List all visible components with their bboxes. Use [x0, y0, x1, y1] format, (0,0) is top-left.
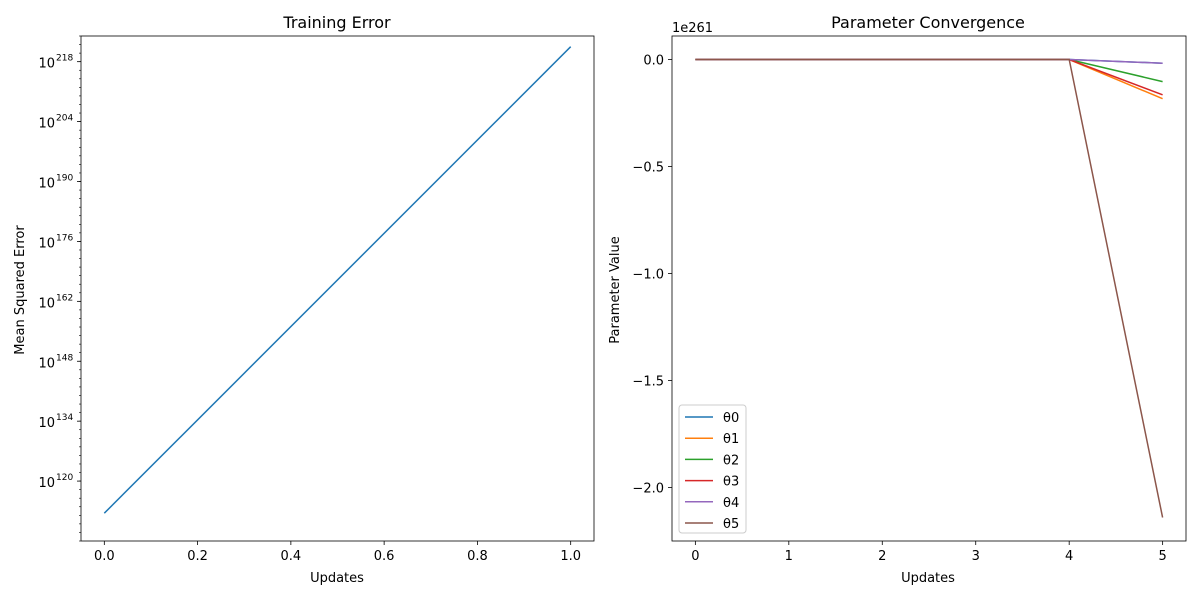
- y-tick-label: 0.0: [643, 54, 664, 69]
- legend-label: θ4: [723, 496, 739, 511]
- chart-title: Training Error: [282, 13, 391, 32]
- legend: θ0 θ1 θ2 θ3 θ4 θ5: [678, 404, 747, 534]
- x-tick-label: 0.4: [281, 549, 302, 564]
- y-tick-exponent: 162: [56, 293, 73, 303]
- x-tick-label: 2: [878, 549, 886, 564]
- y-tick-label: −2.0: [632, 482, 664, 497]
- y-tick-exponent: 120: [56, 473, 73, 483]
- y-tick-exponent: 148: [56, 353, 73, 363]
- y-tick-exponent: 190: [56, 174, 73, 184]
- y-tick-label: 10: [38, 236, 55, 251]
- x-tick-label: 0.8: [467, 549, 488, 564]
- y-tick-exponent: 204: [56, 114, 73, 124]
- series-line: [103, 46, 572, 514]
- legend-label: θ5: [723, 517, 739, 532]
- plot-frame: [671, 35, 1187, 542]
- x-tick-label: 5: [1158, 549, 1166, 564]
- x-axis-label: Updates: [310, 571, 364, 586]
- training-error-chart: Training Error Updates Mean Squared Erro…: [13, 13, 595, 586]
- legend-box: [678, 404, 747, 534]
- y-axis-label: Parameter Value: [608, 236, 623, 343]
- x-tick-label: 0.6: [374, 549, 395, 564]
- x-axis-label: Updates: [901, 571, 955, 586]
- x-tick-label: 3: [972, 549, 980, 564]
- axis-offset-text: 1e261: [672, 21, 713, 36]
- y-tick-label: −0.5: [632, 161, 664, 176]
- x-tick-label: 1.0: [560, 549, 581, 564]
- y-tick-label: −1.5: [632, 375, 664, 390]
- y-tick-label: 10: [38, 476, 55, 491]
- series-line: [695, 58, 1163, 83]
- x-tick-label: 0.0: [94, 549, 115, 564]
- y-tick-exponent: 134: [56, 413, 73, 423]
- y-tick-exponent: 218: [56, 54, 73, 64]
- y-tick-label: 10: [38, 296, 55, 311]
- legend-label: θ3: [723, 475, 739, 490]
- y-tick-exponent: 176: [56, 233, 73, 243]
- legend-label: θ1: [723, 432, 739, 447]
- series-line: [695, 58, 1164, 518]
- x-tick-label: 4: [1065, 549, 1073, 564]
- y-tick-label: 10: [38, 117, 55, 132]
- y-tick-label: 10: [38, 57, 55, 72]
- legend-label: θ0: [723, 411, 739, 426]
- y-axis-label: Mean Squared Error: [13, 225, 28, 355]
- y-tick-label: 10: [38, 356, 55, 371]
- x-tick-label: 0.2: [187, 549, 208, 564]
- chart-title: Parameter Convergence: [831, 13, 1025, 32]
- x-tick-label: 0: [691, 549, 699, 564]
- x-tick-label: 1: [785, 549, 793, 564]
- plot-frame: [80, 35, 595, 542]
- parameter-convergence-chart: Parameter Convergence 1e261 Updates Para…: [608, 13, 1187, 586]
- y-tick-label: −1.0: [632, 268, 664, 283]
- legend-label: θ2: [723, 453, 739, 468]
- y-tick-label: 10: [38, 177, 55, 192]
- y-tick-label: 10: [38, 416, 55, 431]
